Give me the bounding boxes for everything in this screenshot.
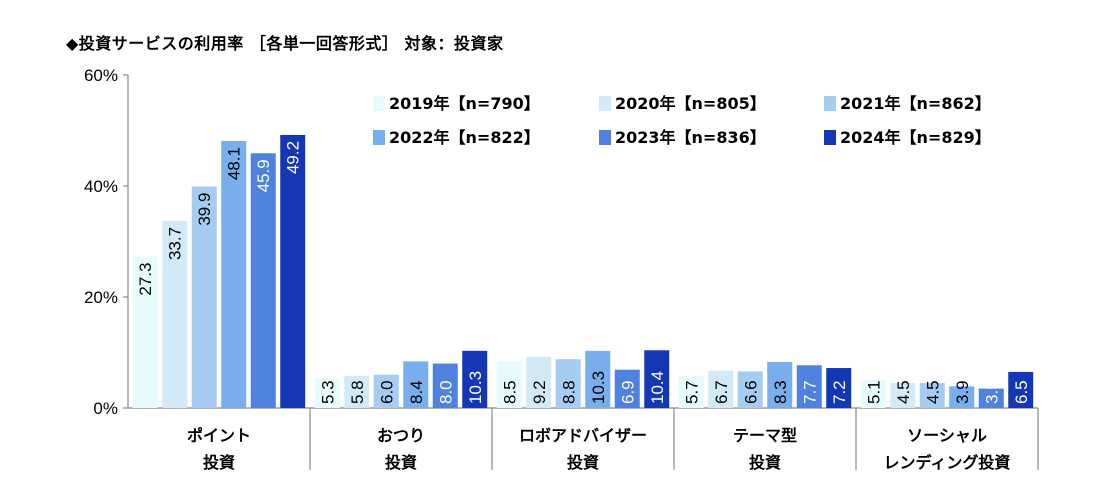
bar (462, 350, 488, 408)
bar (978, 388, 1004, 408)
bar (132, 256, 158, 408)
bar (919, 383, 945, 408)
bar (373, 374, 399, 408)
data-label: 6.5 (1012, 380, 1031, 404)
data-label: 10.3 (589, 371, 608, 404)
y-tick-label: 20% (84, 288, 118, 307)
legend-swatch (824, 96, 836, 111)
data-label: 3.5 (982, 380, 1001, 404)
bar (403, 361, 429, 408)
chart-title: ◆投資サービスの利用率 ［各単一回答形式］ 対象：投資家 (66, 34, 504, 53)
legend-swatch (599, 130, 611, 145)
category-label: 投資 (749, 453, 781, 472)
data-label: 48.1 (225, 147, 244, 180)
bar (860, 379, 886, 408)
bar (890, 383, 916, 408)
bar (949, 386, 975, 408)
bar (1008, 371, 1034, 408)
data-label: 49.2 (284, 141, 303, 174)
category-label: ソーシャル (907, 426, 987, 445)
bar (796, 365, 822, 408)
data-label: 27.3 (136, 262, 155, 295)
bar (344, 375, 370, 408)
bar (644, 350, 670, 408)
bar (432, 363, 458, 408)
bar (526, 356, 552, 408)
legend-label: 2022年【n=822】 (389, 128, 540, 147)
category-label: 投資 (567, 453, 599, 472)
data-label: 5.7 (682, 380, 701, 404)
data-label: 4.5 (923, 380, 942, 404)
bar (280, 134, 306, 408)
data-label: 6.6 (741, 380, 760, 404)
data-label: 6.0 (377, 380, 396, 404)
data-label: 5.8 (348, 380, 367, 404)
category-label: ロボアドバイザー (519, 426, 647, 445)
data-label: 7.2 (830, 380, 849, 404)
legend-label: 2021年【n=862】 (840, 94, 991, 113)
data-label: 7.7 (800, 380, 819, 404)
legend-swatch (373, 130, 385, 145)
data-label: 3.9 (953, 380, 972, 404)
bar (250, 153, 276, 408)
bar (585, 350, 611, 408)
category-label: テーマ型 (733, 426, 797, 445)
data-label: 4.5 (894, 380, 913, 404)
y-tick-label: 0% (93, 399, 118, 418)
legend-label: 2024年【n=829】 (840, 128, 991, 147)
category-label: おつり (377, 426, 425, 445)
data-label: 33.7 (166, 227, 185, 260)
legend-swatch (824, 130, 836, 145)
data-label: 8.8 (559, 380, 578, 404)
legend-swatch (373, 96, 385, 111)
data-label: 10.3 (466, 371, 485, 404)
bar (708, 370, 734, 408)
bar (191, 186, 217, 408)
bar (614, 369, 640, 408)
data-label: 45.9 (254, 159, 273, 192)
legend-label: 2020年【n=805】 (615, 94, 766, 113)
data-label: 9.2 (530, 380, 549, 404)
bar (496, 360, 522, 408)
y-tick-label: 60% (84, 66, 118, 85)
bar (737, 371, 763, 408)
category-label: 投資 (203, 453, 235, 472)
y-tick-label: 40% (84, 177, 118, 196)
data-label: 6.9 (618, 380, 637, 404)
data-label: 6.7 (712, 380, 731, 404)
legend-swatch (599, 96, 611, 111)
bar (826, 368, 852, 408)
data-label: 10.4 (648, 371, 667, 404)
category-label: レンディング投資 (884, 453, 1011, 472)
bar (678, 376, 704, 408)
bar (314, 378, 340, 408)
data-label: 8.0 (436, 380, 455, 404)
data-label: 8.5 (500, 380, 519, 404)
data-label: 5.1 (864, 380, 883, 404)
data-label: 8.4 (407, 380, 426, 404)
category-label: 投資 (385, 453, 417, 472)
bar (221, 141, 247, 409)
bar (162, 220, 188, 408)
bar (767, 361, 793, 408)
data-label: 39.9 (195, 193, 214, 226)
bar (555, 359, 581, 408)
legend-label: 2019年【n=790】 (389, 94, 540, 113)
legend-label: 2023年【n=836】 (615, 128, 766, 147)
category-label: ポイント (187, 426, 251, 445)
data-label: 8.3 (771, 380, 790, 404)
data-label: 5.3 (318, 380, 337, 404)
